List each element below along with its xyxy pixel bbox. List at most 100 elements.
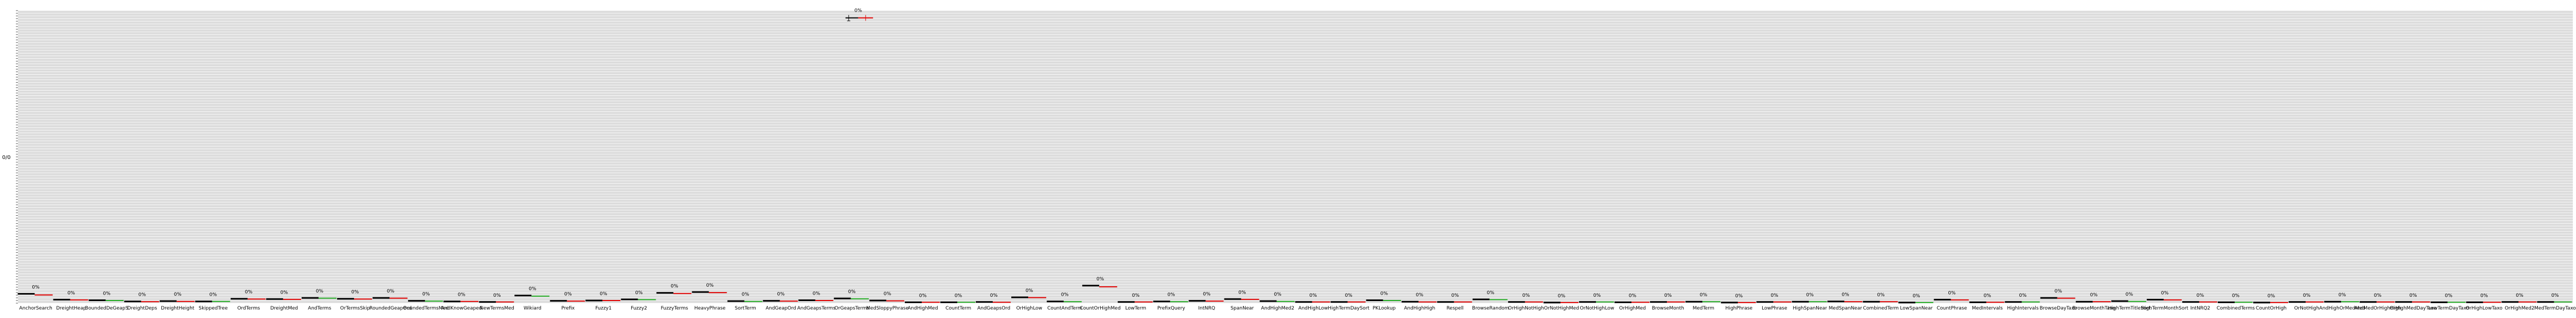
value-label: 0% (1664, 293, 1672, 298)
x-tick-label: CombinedTerm (1863, 306, 1899, 311)
x-tick-label: OrHighLowTaxo (2466, 306, 2503, 311)
x-tick-label: HighTermTitleSort (2108, 306, 2151, 311)
value-label: 0% (2126, 292, 2134, 297)
value-label: 0% (1026, 288, 1033, 294)
value-label: 0% (1096, 277, 1104, 282)
x-tick-label: BoundedTermsMed (403, 306, 449, 311)
x-tick-label: BrowseMonthTaxo (2072, 306, 2116, 311)
value-label: 0% (600, 292, 607, 297)
value-label: 0% (741, 292, 749, 297)
x-tick-label: OrNotHigh (2294, 306, 2319, 311)
value-label: 0% (139, 293, 147, 298)
x-tick-label: SkippedTree (198, 306, 228, 311)
value-label: 0% (1948, 290, 1956, 296)
x-tick-label: AnchorSearch (19, 306, 52, 311)
value-label: 0% (1522, 293, 1530, 298)
x-tick-label: Wikiard (523, 306, 541, 311)
value-label: 0% (2090, 293, 2098, 298)
x-tick-label: DreightDeps (128, 306, 158, 311)
value-label: 0% (529, 287, 537, 292)
x-tick-label: IntNRQ2 (2190, 306, 2210, 311)
value-label: 0% (2516, 293, 2524, 298)
value-label: 0% (2303, 293, 2311, 298)
x-tick-label: AndHighOrMedMed (2319, 306, 2365, 311)
value-label: 0% (1700, 293, 1708, 298)
x-tick-labels: AnchorSearch DreightHeapBoundedDeGeapSDre… (19, 306, 2576, 311)
x-tick-label: AndGeapsTerms (797, 306, 836, 311)
x-tick-label: Respell (1447, 306, 1464, 311)
value-label: 0% (1309, 293, 1317, 298)
x-tick-label: OrNotHighMed (1544, 306, 1579, 311)
value-label: 0% (1380, 291, 1388, 296)
value-label: 0% (1203, 292, 1211, 297)
x-tick-label: AndTerms (308, 306, 331, 311)
x-tick-label: MedTerm (1693, 306, 1715, 311)
x-tick-label: HighPhrase (1726, 306, 1753, 311)
x-tick-label: OrGeapsTerms (835, 306, 869, 311)
value-label: 0% (1558, 294, 1566, 299)
value-label: 0% (1735, 294, 1743, 299)
x-tick-label: HighSpanNear (1793, 306, 1827, 311)
x-tick-label: OrHighMed2 (2505, 306, 2534, 311)
chart-marks: 0% 0% 0% 0% 0% 0% 0% 0% 0% 0% 0% 0% 0% 0% 0% 0% 0% 0% 0% 0%… (17, 8, 2572, 304)
value-label: 0% (1912, 294, 1920, 299)
x-tick-label: FuzzyTerms (661, 306, 688, 311)
value-label: 0% (210, 293, 217, 298)
value-label: 0% (458, 293, 466, 298)
gridlines (16, 10, 2573, 304)
x-tick-label: OrNotHighLow (1580, 306, 1614, 311)
value-label: 0% (955, 293, 963, 298)
x-tick-label: BrowseMonth (1652, 306, 1684, 311)
x-tick-label: MedTermDayTaxo (2534, 306, 2576, 311)
x-tick-label: LowTerm (1125, 306, 1146, 311)
value-label: 0% (316, 289, 324, 294)
x-tick-label: DreightHeight (161, 306, 195, 311)
value-label: 0% (2338, 293, 2346, 298)
x-tick-label: OrHighMedDayTaxo (2390, 306, 2437, 311)
x-tick-label: RoundedGeapOrd (369, 306, 412, 311)
x-tick-label: IntNRQ (1198, 306, 1215, 311)
x-tick-label: OrHighMed (1619, 306, 1646, 311)
x-tick-label: AndMedOrHighHigh (2354, 306, 2401, 311)
value-label: 0% (2409, 293, 2417, 298)
x-tick-label: AndHighHigh (1404, 306, 1435, 311)
x-tick-label: AndHighLow (1299, 306, 1328, 311)
value-label: 0% (351, 290, 359, 295)
x-tick-label: HighTermMonthSort (2141, 306, 2189, 311)
x-tick-label: DreightMed (270, 306, 298, 311)
value-label: 0% (990, 293, 998, 298)
x-tick-label: AndHighMed2 (1261, 306, 1294, 311)
x-tick-label: SpanNear (1230, 306, 1254, 311)
x-tick-label: HighIntervals (2007, 306, 2039, 311)
value-label: 0% (1274, 292, 1282, 297)
value-label: 0% (1806, 293, 1814, 298)
x-tick-label: CountAndTerm (1047, 306, 1082, 311)
value-label: 0% (813, 291, 821, 296)
outlier-value-label: 0% (855, 8, 863, 13)
x-tick-label: Fuzzy1 (595, 306, 612, 311)
value-label: 0% (1842, 293, 1849, 298)
value-label: 0% (32, 285, 40, 290)
value-label: 0% (1167, 293, 1175, 298)
value-label: 0% (2055, 289, 2063, 294)
x-tick-label: PKLookup (1373, 306, 1396, 311)
x-tick-label: DreightHeap (56, 306, 86, 311)
x-tick-label: BoundedDeGeapS (85, 306, 129, 311)
value-label: 0% (848, 289, 856, 295)
x-tick-label: MedSloppyPhrase (866, 306, 909, 311)
value-label: 0% (2445, 293, 2453, 298)
x-tick-label: AndKnowGeaped (441, 306, 482, 311)
value-label: 0% (1877, 293, 1885, 298)
x-tick-label: LowTermDayTaxo (2428, 306, 2470, 311)
value-label: 0% (2232, 293, 2240, 298)
value-label: 0% (564, 292, 572, 297)
x-tick-label: AndGeapsOrd (977, 306, 1010, 311)
x-tick-label: AndHighMed (908, 306, 938, 311)
value-label: 0% (245, 290, 253, 295)
x-tick-label: CountTerm (946, 306, 972, 311)
value-label: 0% (1629, 293, 1637, 298)
value-label: 0% (1983, 293, 1991, 298)
x-tick-label: MedIntervals (1972, 306, 2002, 311)
value-label: 0% (1593, 293, 1601, 298)
x-tick-label: SortTerm (735, 306, 756, 311)
